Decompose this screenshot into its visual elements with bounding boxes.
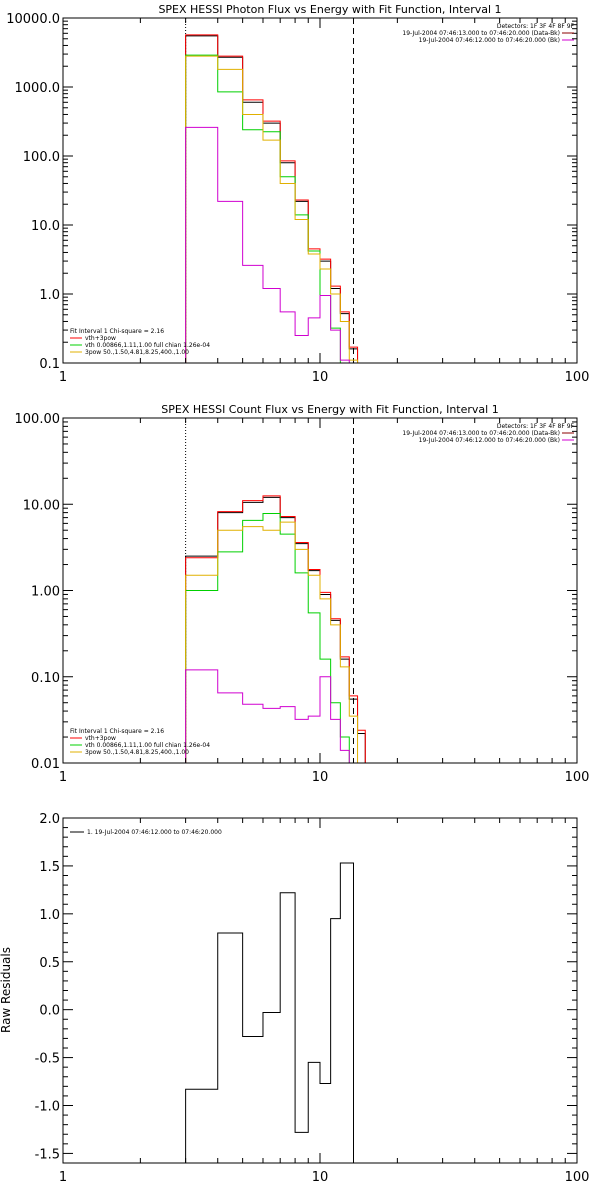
residuals-legend: 1. 19-Jul-2004 07:46:12.000 to 07:46:20.… [70,829,222,836]
count-flux-x-tick-label: 10 [312,770,329,785]
count-flux-axes: 1 10 100 0.01 0.10 1.00 10.00 100.00 [15,412,590,785]
residuals-panel: 1 10 100 -1.5 -1.0 -0.5 0.0 0.5 1.0 1.5 2.0 Raw Re… [0,812,589,1185]
count-flux-series [185,418,373,764]
photon-fit-entry-3pow: 3pow 50.,1.50,4.81,8.25,400.,1.00 [85,349,189,356]
residuals-series [185,862,354,1163]
residuals-plot-frame [62,817,578,1164]
count-flux-title: SPEX HESSI Count Flux vs Energy with Fit… [161,403,498,416]
photon-flux-x-tick-label: 100 [565,370,590,385]
count-flux-y-tick-label: 100.00 [15,412,61,427]
count-flux-panel: SPEX HESSI Count Flux vs Energy with Fit… [15,403,590,785]
residuals-x-tick-label: 1 [59,1170,67,1185]
photon-flux-series-1 [185,34,366,364]
residuals-axes: 1 10 100 -1.5 -1.0 -0.5 0.0 0.5 1.0 1.5 2.0 [35,812,590,1185]
photon-flux-series-2 [185,54,358,364]
count-legend-entry-data: 19-Jul-2004 07:46:13.000 to 07:46:20.000… [402,430,560,437]
photon-legend-entry-data: 19-Jul-2004 07:46:13.000 to 07:46:20.000… [402,30,560,37]
photon-flux-x-tick-label: 1 [59,370,67,385]
photon-flux-series-0 [185,35,366,364]
photon-flux-series-4 [185,126,350,363]
photon-flux-y-tick-label: 1000.0 [15,81,61,96]
count-fit-entry-total: vth+3pow [85,735,116,742]
residuals-y-tick-label: 0.0 [39,1004,60,1019]
count-fit-summary: Fit Interval 1 Chi-square = 2.16 [70,728,164,735]
count-flux-series-0 [185,496,373,764]
count-fit-entry-3pow: 3pow 50.,1.50,4.81,8.25,400.,1.00 [85,749,189,756]
photon-flux-x-tick-label: 10 [312,370,329,385]
count-flux-y-tick-label: 0.01 [31,757,60,772]
photon-flux-y-tick-label: 100.0 [23,150,60,165]
photon-flux-axes: 1 10 100 0.1 1.0 10.0 100.0 1000.0 10000.0 [6,12,589,385]
photon-legend-entry-bk: 19-Jul-2004 07:46:12.000 to 07:46:20.000… [419,37,560,44]
photon-fit-entry-total: vth+3pow [85,335,116,342]
count-flux-x-tick-label: 100 [565,770,590,785]
photon-fit-summary: Fit Interval 1 Chi-square = 2.16 [70,328,164,335]
photon-flux-y-tick-label: 10.0 [31,219,60,234]
photon-flux-legend: Detectors: 1F 3F 4F 8F 9F 19-Jul-2004 07… [70,23,575,356]
residuals-y-tick-label: -1.5 [35,1147,60,1162]
residuals-y-tick-label: 1.5 [39,860,60,875]
residuals-series-0 [185,862,354,1163]
residuals-legend-entry: 1. 19-Jul-2004 07:46:12.000 to 07:46:20.… [87,829,222,836]
count-flux-y-tick-label: 10.00 [23,498,60,513]
photon-flux-series [185,18,366,364]
count-flux-y-tick-label: 0.10 [31,671,60,686]
count-legend-header: Detectors: 1F 3F 4F 8F 9F [497,423,575,430]
photon-legend-header: Detectors: 1F 3F 4F 8F 9F [497,23,575,30]
count-flux-legend: Detectors: 1F 3F 4F 8F 9F 19-Jul-2004 07… [70,423,575,756]
residuals-y-tick-label: 2.0 [39,812,60,827]
residuals-y-tick-label: 0.5 [39,956,60,971]
count-flux-series-4 [185,669,350,763]
photon-flux-y-tick-label: 10000.0 [6,12,60,27]
count-flux-x-tick-label: 1 [59,770,67,785]
count-flux-series-2 [185,513,358,764]
photon-flux-title: SPEX HESSI Photon Flux vs Energy with Fi… [158,3,501,16]
count-fit-entry-vth: vth 0.00866,1.11,1.00 full chian 1.26e-0… [85,742,210,749]
photon-flux-series-3 [185,55,366,364]
count-flux-series-1 [185,495,373,764]
residuals-y-tick-label: -1.0 [35,1100,60,1115]
residuals-y-tick-label: -0.5 [35,1052,60,1067]
count-flux-y-tick-label: 1.00 [31,585,60,600]
photon-flux-panel: SPEX HESSI Photon Flux vs Energy with Fi… [6,3,589,385]
residuals-y-axis-label: Raw Residuals [0,947,13,1033]
residuals-x-tick-label: 100 [565,1170,590,1185]
photon-flux-y-tick-label: 0.1 [39,357,60,372]
count-legend-entry-bk: 19-Jul-2004 07:46:12.000 to 07:46:20.000… [419,437,560,444]
photon-flux-y-tick-label: 1.0 [39,288,60,303]
residuals-x-tick-label: 10 [312,1170,329,1185]
residuals-y-tick-label: 1.0 [39,908,60,923]
count-flux-series-3 [185,521,366,764]
photon-fit-entry-vth: vth 0.00866,1.11,1.00 full chian 1.26e-0… [85,342,210,349]
